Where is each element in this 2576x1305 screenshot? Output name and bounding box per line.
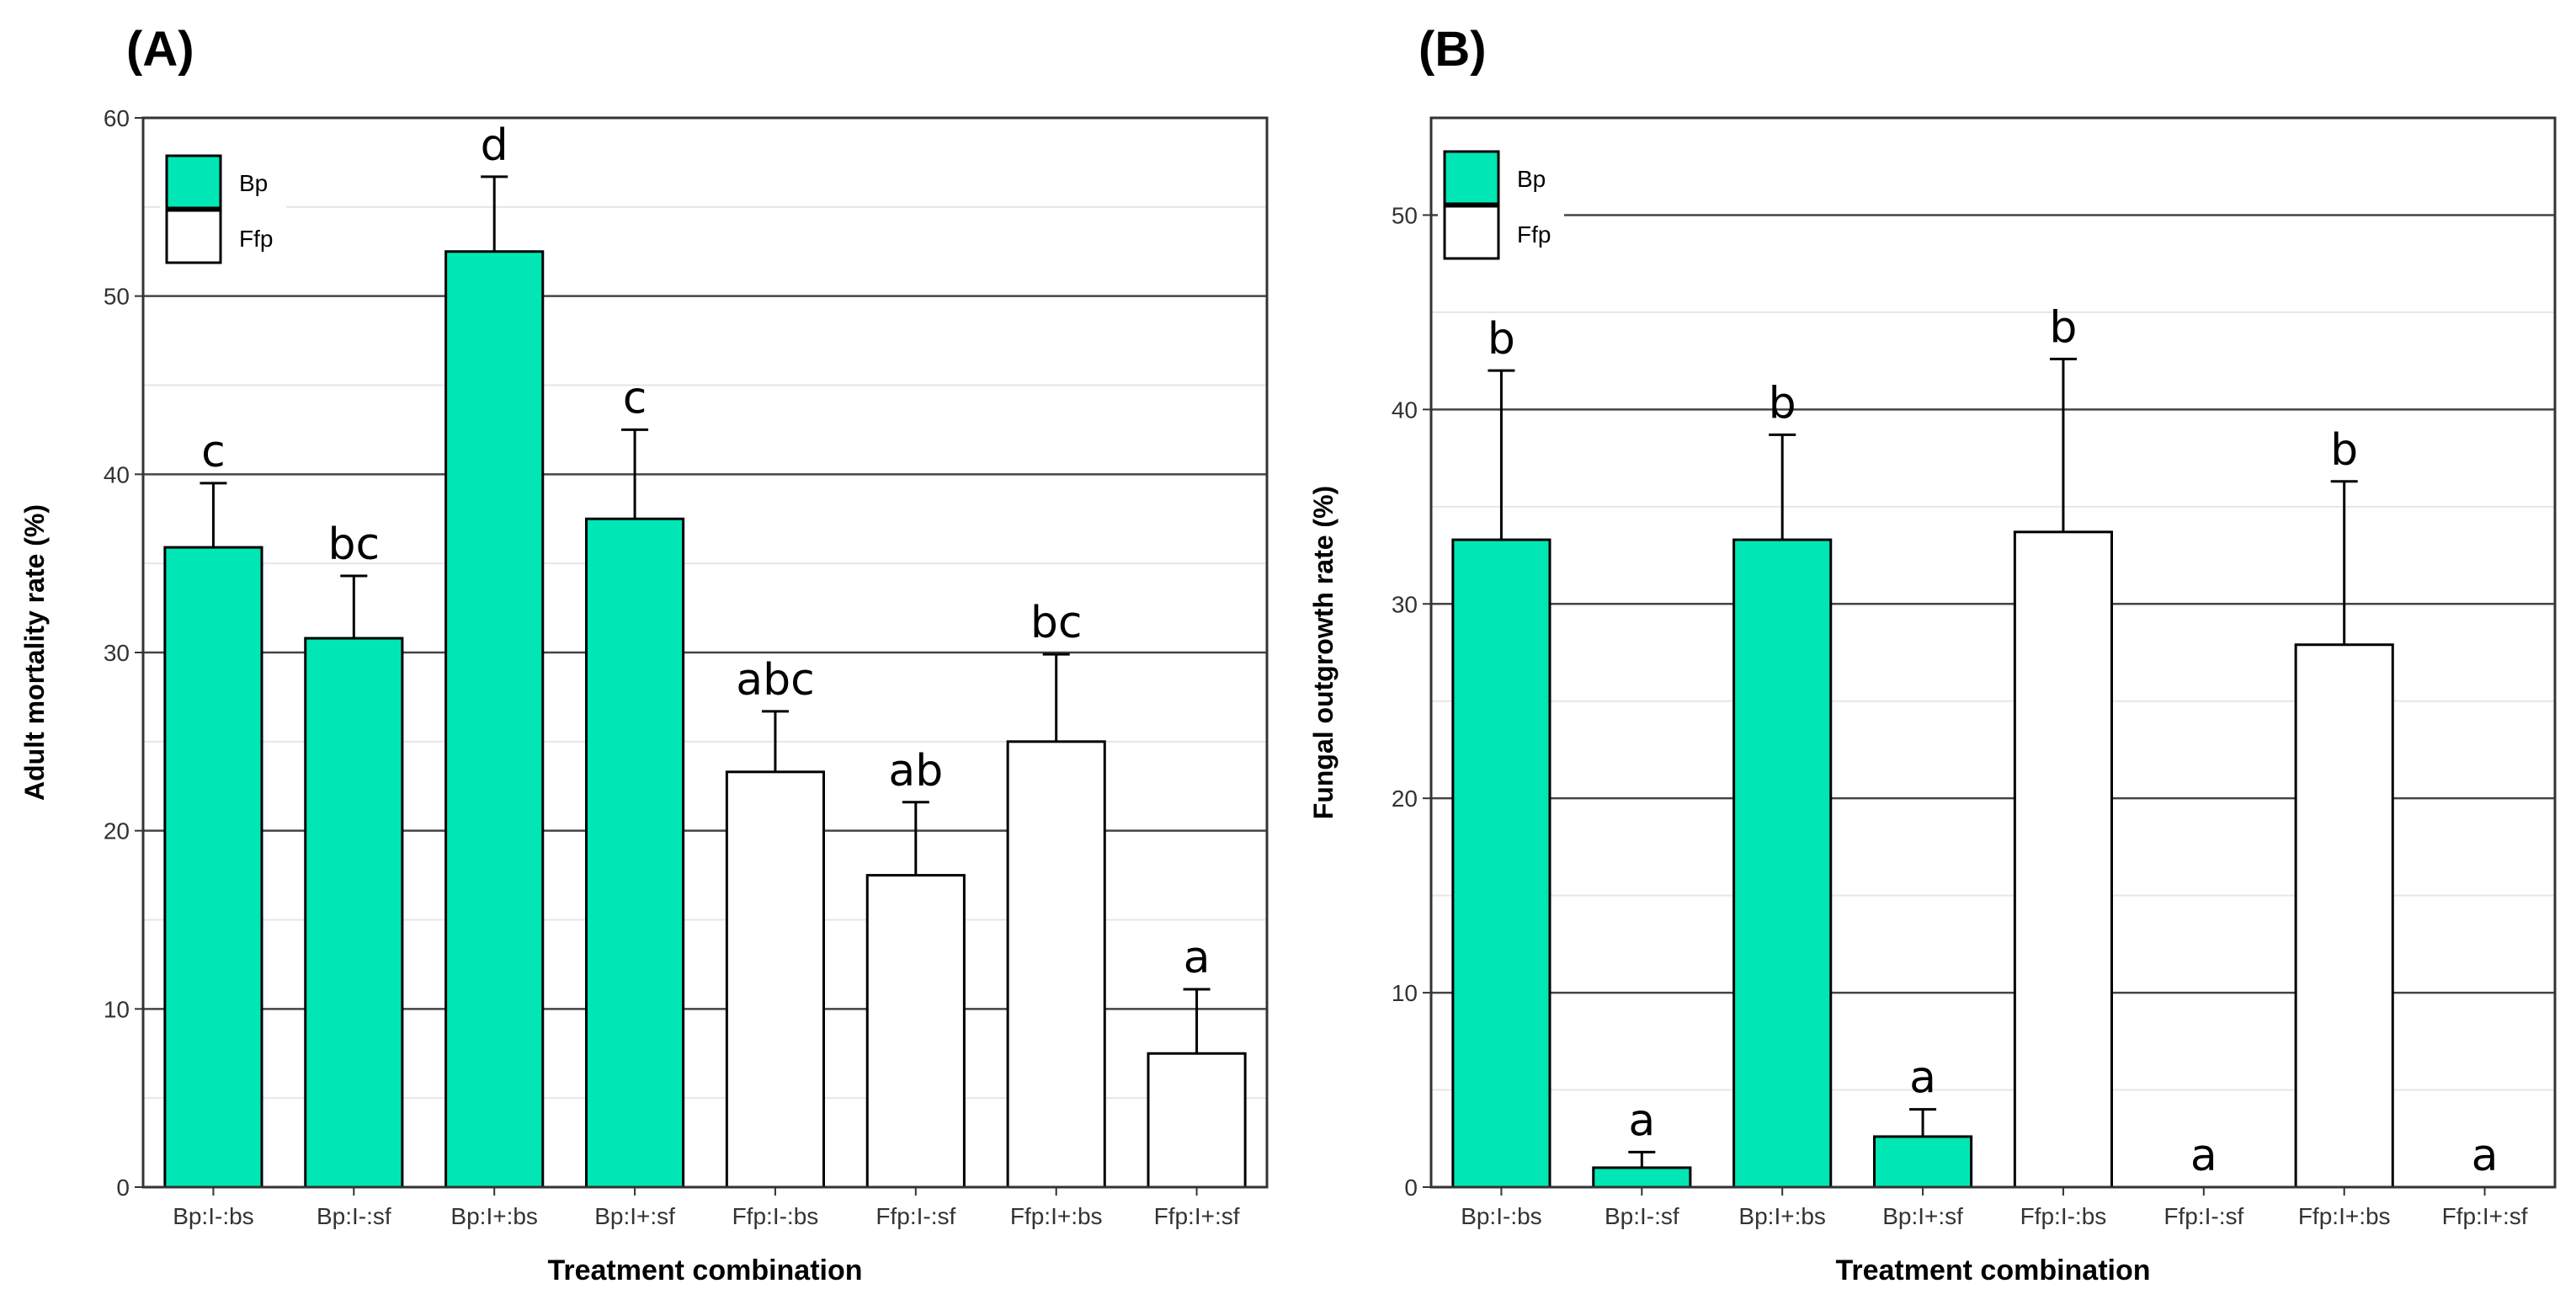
x-tick-label: Ffp:I-:bs bbox=[732, 1203, 819, 1229]
y-tick-label: 50 bbox=[1392, 202, 1418, 228]
x-tick-label: Bp:I-:bs bbox=[1461, 1203, 1541, 1229]
plot-frame bbox=[141, 116, 1269, 1189]
significance-letter: d bbox=[481, 120, 508, 171]
significance-letter: b bbox=[2330, 425, 2358, 476]
panel-a: (A) 0 10 20 30 40 50 60 Bp Ffp c Bp:I-:bs bc Bp:I-:s… bbox=[19, 22, 1269, 1286]
significance-letter: b bbox=[1488, 314, 1515, 365]
panel-b: (B) 01020304050BpFfpbBp:I-:bsaBp:I-:sfbB… bbox=[1308, 22, 2557, 1286]
x-tick-label: Bp:I-:sf bbox=[317, 1203, 391, 1229]
bar-ffp bbox=[865, 874, 966, 1189]
y-axis-title: Adult mortality rate (%) bbox=[19, 504, 50, 801]
legend-swatch-bp bbox=[165, 154, 222, 210]
x-tick-label: Bp:I-:bs bbox=[173, 1203, 253, 1229]
bar-ffp bbox=[725, 770, 826, 1189]
significance-letter: ab bbox=[888, 746, 943, 796]
legend-label-ffp: Ffp bbox=[239, 226, 273, 252]
bar-ffp bbox=[2013, 530, 2114, 1189]
y-axis-title: Fungal outgrowth rate (%) bbox=[1308, 486, 1339, 819]
y-tick-label: 40 bbox=[104, 461, 130, 487]
bar-bp bbox=[1451, 538, 1551, 1189]
x-tick-label: Ffp:I-:sf bbox=[2164, 1203, 2243, 1229]
significance-letter: b bbox=[1769, 378, 1796, 429]
x-tick-label: Bp:I+:sf bbox=[594, 1203, 675, 1229]
panel-a-label: (A) bbox=[126, 22, 194, 77]
y-tick-label: 60 bbox=[104, 105, 130, 131]
y-tick-label: 20 bbox=[104, 818, 130, 844]
significance-letter: b bbox=[2049, 302, 2077, 353]
panel-b-label: (B) bbox=[1418, 22, 1487, 77]
significance-letter: a bbox=[2472, 1131, 2499, 1181]
legend-label-bp: Bp bbox=[1517, 166, 1546, 192]
x-tick-label: Bp:I-:sf bbox=[1605, 1203, 1679, 1229]
y-tick-label: 30 bbox=[104, 640, 130, 666]
y-tick-label: 0 bbox=[1404, 1174, 1418, 1201]
bar-bp bbox=[444, 250, 545, 1189]
legend-swatch-ffp bbox=[165, 209, 222, 264]
significance-letter: bc bbox=[1030, 598, 1083, 648]
gridlines bbox=[1431, 214, 2555, 1091]
bar-bp bbox=[1592, 1166, 1692, 1189]
significance-letter: c bbox=[623, 373, 647, 423]
y-tick-label: 0 bbox=[116, 1174, 130, 1201]
y-tick-label: 40 bbox=[1392, 397, 1418, 423]
y-tick-label: 10 bbox=[104, 996, 130, 1022]
bar-ffp bbox=[1006, 740, 1106, 1189]
significance-letter: abc bbox=[736, 655, 814, 706]
significance-letter: a bbox=[1909, 1053, 1936, 1104]
significance-letter: a bbox=[1184, 933, 1211, 983]
bar-bp bbox=[163, 546, 263, 1189]
legend-label-ffp: Ffp bbox=[1517, 221, 1551, 248]
legend: Bp Ffp bbox=[160, 149, 286, 267]
bar-bp bbox=[304, 637, 404, 1189]
x-tick-label: Bp:I+:bs bbox=[450, 1203, 538, 1229]
significance-letter: a bbox=[2190, 1131, 2217, 1181]
legend: Bp Ffp bbox=[1438, 145, 1564, 263]
plot-frame bbox=[1429, 116, 2557, 1189]
significance-letter: bc bbox=[328, 519, 381, 570]
x-tick-label: Ffp:I+:bs bbox=[2298, 1203, 2391, 1229]
x-axis-title: Treatment combination bbox=[1835, 1254, 2150, 1286]
x-tick-label: Bp:I+:sf bbox=[1882, 1203, 1963, 1229]
significance-letter: c bbox=[201, 427, 226, 477]
x-tick-label: Ffp:I+:sf bbox=[2442, 1203, 2528, 1229]
bar-ffp bbox=[2294, 643, 2394, 1189]
x-axis-title: Treatment combination bbox=[547, 1254, 862, 1286]
y-tick-label: 10 bbox=[1392, 980, 1418, 1006]
x-tick-label: Ffp:I+:sf bbox=[1154, 1203, 1240, 1229]
y-tick-label: 20 bbox=[1392, 786, 1418, 812]
bar-bp bbox=[584, 517, 685, 1189]
y-tick-label: 30 bbox=[1392, 591, 1418, 617]
x-tick-label: Bp:I+:bs bbox=[1738, 1203, 1826, 1229]
bar-ffp bbox=[1147, 1052, 1247, 1189]
significance-letter: a bbox=[1628, 1095, 1655, 1146]
legend-swatch-ffp bbox=[1443, 205, 1500, 260]
bar-bp bbox=[1732, 538, 1833, 1189]
bar-bp bbox=[1872, 1135, 1973, 1189]
x-tick-label: Ffp:I+:bs bbox=[1010, 1203, 1103, 1229]
legend-swatch-bp bbox=[1443, 150, 1500, 205]
x-tick-label: Ffp:I-:sf bbox=[876, 1203, 955, 1229]
y-tick-label: 50 bbox=[104, 284, 130, 310]
legend-label-bp: Bp bbox=[239, 170, 268, 196]
x-tick-label: Ffp:I-:bs bbox=[2020, 1203, 2107, 1229]
